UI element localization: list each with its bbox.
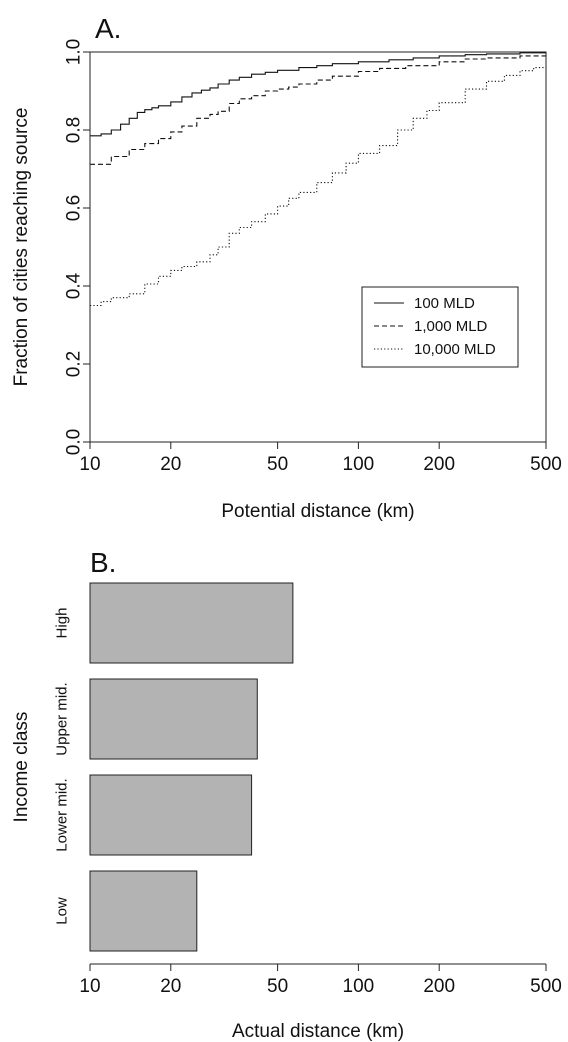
panel-a-series-group [90, 52, 547, 307]
panel-a-y-axis: 0.0 0.2 0.4 0.6 0.8 1.0 [64, 39, 90, 455]
legend-label-3: 10,000 MLD [414, 341, 496, 358]
x-tick-label: 100 [343, 454, 375, 475]
y-tick-label: 0.6 [64, 195, 85, 221]
x-tick-label: 10 [79, 976, 100, 997]
category-label-1: High [54, 608, 71, 639]
panel-b-y-axis-label: Income class [11, 712, 32, 823]
series-line-3 [90, 65, 547, 307]
x-tick-label: 100 [343, 976, 375, 997]
bar-2 [89, 678, 258, 760]
panel-b-bars-group: High Upper mid. Lower mid. Low [54, 582, 294, 952]
x-tick-label: 20 [160, 454, 181, 475]
x-tick-label: 20 [160, 976, 181, 997]
category-label-3: Lower mid. [54, 778, 71, 851]
bar-1 [89, 582, 294, 664]
bar-3 [89, 774, 253, 856]
panel-b-x-axis-label: Actual distance (km) [232, 1021, 404, 1042]
panel-a-plot-frame [89, 51, 547, 443]
y-tick-label: 0.8 [64, 117, 85, 143]
panel-a-label: A. [95, 13, 121, 44]
panel-b-bar-chart: B. High Upper mid. Lower mid. Low 10 20 50 100… [11, 547, 562, 1042]
series-line-2 [90, 53, 547, 165]
panel-b-x-axis: 10 20 50 100 200 500 [79, 963, 562, 997]
category-label-4: Low [54, 897, 71, 925]
legend-box [361, 286, 519, 368]
y-tick-label: 0.4 [64, 272, 85, 299]
x-tick-label: 200 [423, 454, 455, 475]
category-label-2: Upper mid. [54, 682, 71, 755]
x-tick-label: 500 [530, 454, 562, 475]
x-tick-label: 50 [267, 976, 288, 997]
panel-b-label: B. [90, 547, 116, 578]
panel-a-legend: 100 MLD 1,000 MLD 10,000 MLD [361, 286, 519, 368]
x-tick-label: 500 [530, 976, 562, 997]
y-tick-label: 1.0 [64, 39, 85, 65]
y-tick-label: 0.0 [64, 429, 85, 455]
panel-a-y-axis-label: Fraction of cities reaching source [11, 108, 32, 387]
x-tick-label: 50 [267, 454, 288, 475]
x-tick-label: 10 [79, 454, 100, 475]
y-tick-label: 0.2 [64, 351, 85, 377]
series-line-1 [90, 52, 547, 137]
panel-a-x-axis: 10 20 50 100 200 500 [79, 442, 562, 475]
bar-4 [89, 870, 198, 952]
legend-label-2: 1,000 MLD [414, 318, 488, 335]
panel-a-x-axis-label: Potential distance (km) [221, 501, 414, 522]
panel-a-line-chart: A. 10 20 50 100 200 500 0.0 0.2 0.4 0.6 0.8 1.0 Po… [11, 13, 562, 522]
x-tick-label: 200 [423, 976, 455, 997]
legend-label-1: 100 MLD [414, 295, 475, 312]
